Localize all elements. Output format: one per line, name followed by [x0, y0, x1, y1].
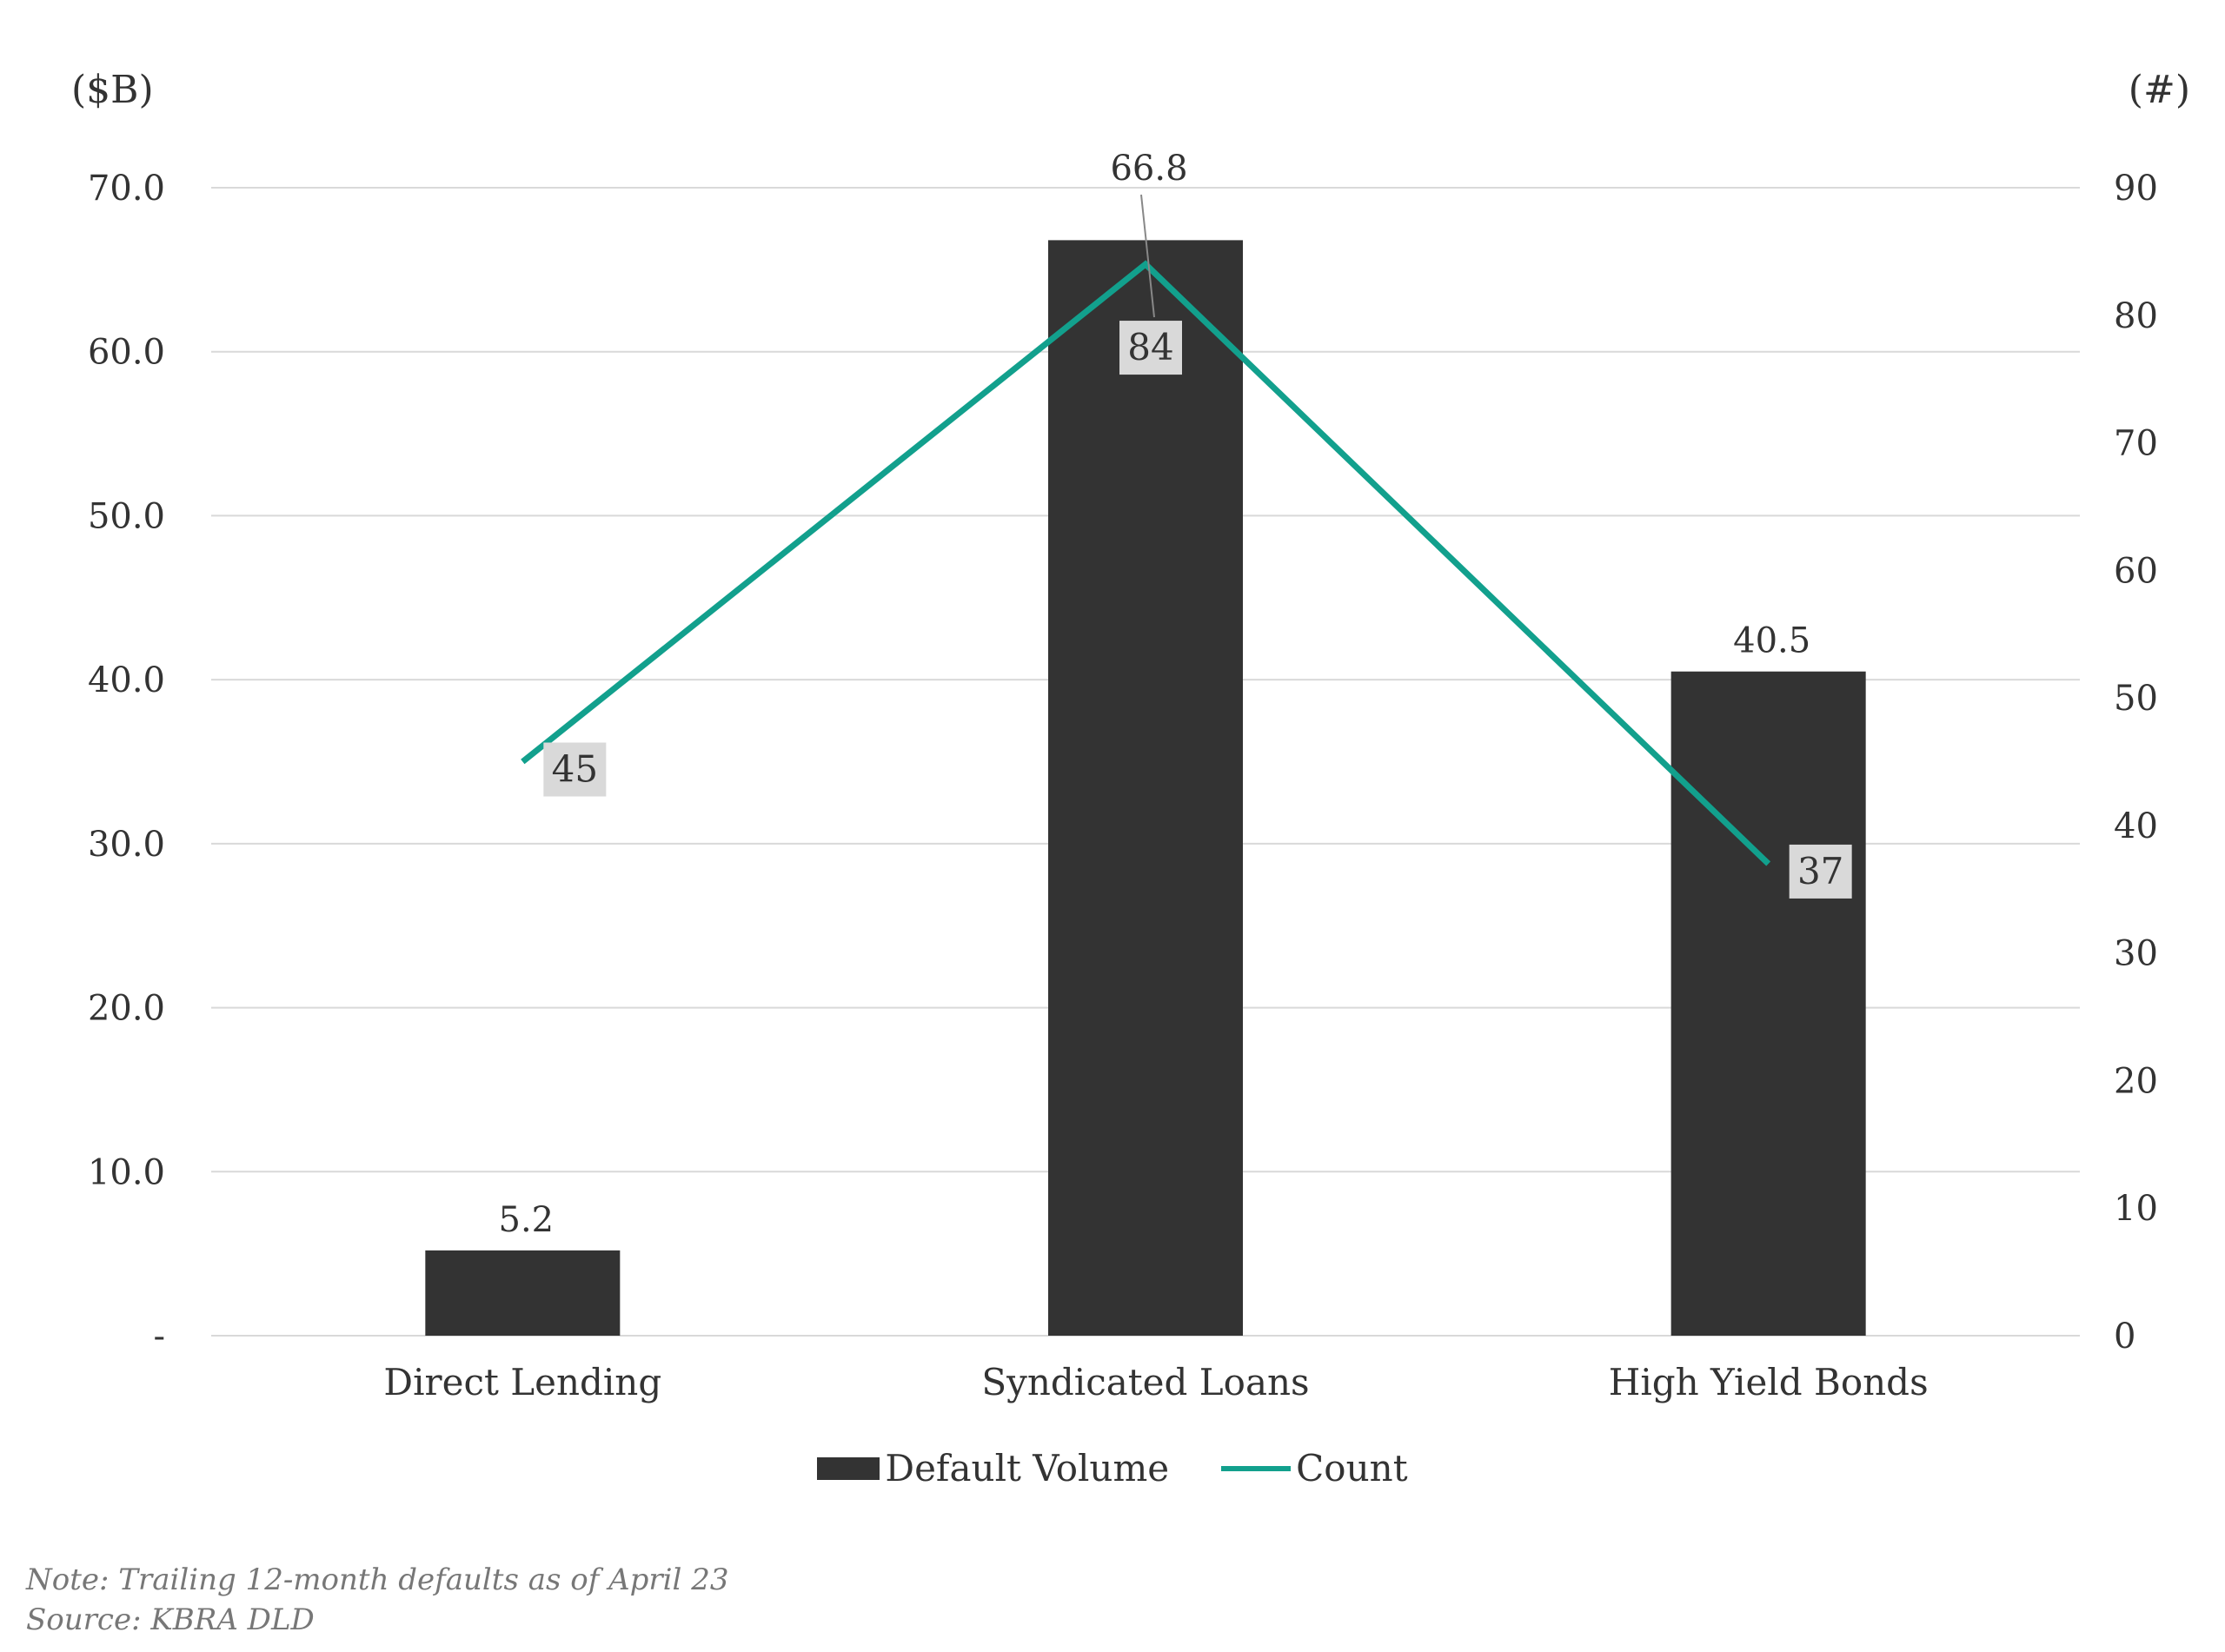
line-data-label-box — [543, 742, 607, 797]
count-line — [521, 260, 1771, 866]
right-axis-tick-label: 70 — [2114, 424, 2158, 464]
right-axis-tick-label: 90 — [2114, 169, 2158, 209]
right-axis-tick-label: 40 — [2114, 806, 2158, 846]
legend-label-default-volume: Default Volume — [885, 1447, 1170, 1489]
bar-data-label: 40.5 — [1733, 621, 1810, 661]
legend-swatch-line — [1221, 1465, 1292, 1471]
left-axis-tick-label: 70.0 — [88, 169, 165, 209]
bar-high-yield-bonds — [1670, 671, 1866, 1336]
chart-notes: Note: Trailing 12-month defaults as of A… — [26, 1560, 729, 1640]
right-axis-tick-label: 10 — [2114, 1189, 2158, 1229]
left-axis-unit: ($B) — [71, 68, 154, 112]
left-axis-tick-label: 60.0 — [88, 333, 165, 373]
right-axis-tick-label: 50 — [2114, 679, 2158, 719]
line-data-label: 45 — [552, 748, 598, 791]
legend-label-count: Count — [1296, 1447, 1408, 1489]
left-axis-tick-label: - — [153, 1317, 165, 1357]
left-axis-tick-label: 50.0 — [88, 496, 165, 536]
left-axis-tick-label: 40.0 — [88, 660, 165, 700]
bar-data-label: 5.2 — [499, 1200, 555, 1240]
left-axis-tick-label: 30.0 — [88, 825, 165, 865]
x-axis-tick-label: Syndicated Loans — [981, 1361, 1309, 1403]
x-axis-tick-label: Direct Lending — [383, 1361, 661, 1403]
right-axis-tick-label: 60 — [2114, 551, 2158, 591]
bar-data-label: 66.8 — [1110, 149, 1187, 189]
line-data-label-box — [1789, 844, 1852, 899]
source-text: Source: KBRA DLD — [26, 1602, 315, 1637]
legend: Default Volume Count — [0, 1447, 2225, 1489]
legend-item-count: Count — [1221, 1447, 1408, 1489]
line-data-label: 37 — [1797, 850, 1843, 892]
right-axis-unit: (#) — [2128, 68, 2190, 112]
line-data-label: 84 — [1127, 326, 1173, 368]
right-axis-tick-label: 20 — [2114, 1061, 2158, 1101]
right-axis-tick-label: 0 — [2114, 1317, 2135, 1357]
left-axis-tick-label: 20.0 — [88, 989, 165, 1029]
line-data-label-box — [1119, 321, 1182, 375]
x-axis-tick-label: High Yield Bonds — [1609, 1361, 1929, 1403]
right-axis-tick-label: 80 — [2114, 296, 2158, 336]
legend-item-default-volume: Default Volume — [817, 1447, 1169, 1489]
bar-direct-lending — [425, 1250, 621, 1336]
note-text: Note: Trailing 12-month defaults as of A… — [26, 1562, 729, 1597]
right-axis-tick-label: 30 — [2114, 934, 2158, 974]
left-axis-tick-label: 10.0 — [88, 1152, 165, 1192]
bar-label-leader — [1140, 194, 1155, 318]
bar-syndicated-loans — [1048, 240, 1243, 1337]
legend-swatch-bar — [817, 1456, 880, 1480]
